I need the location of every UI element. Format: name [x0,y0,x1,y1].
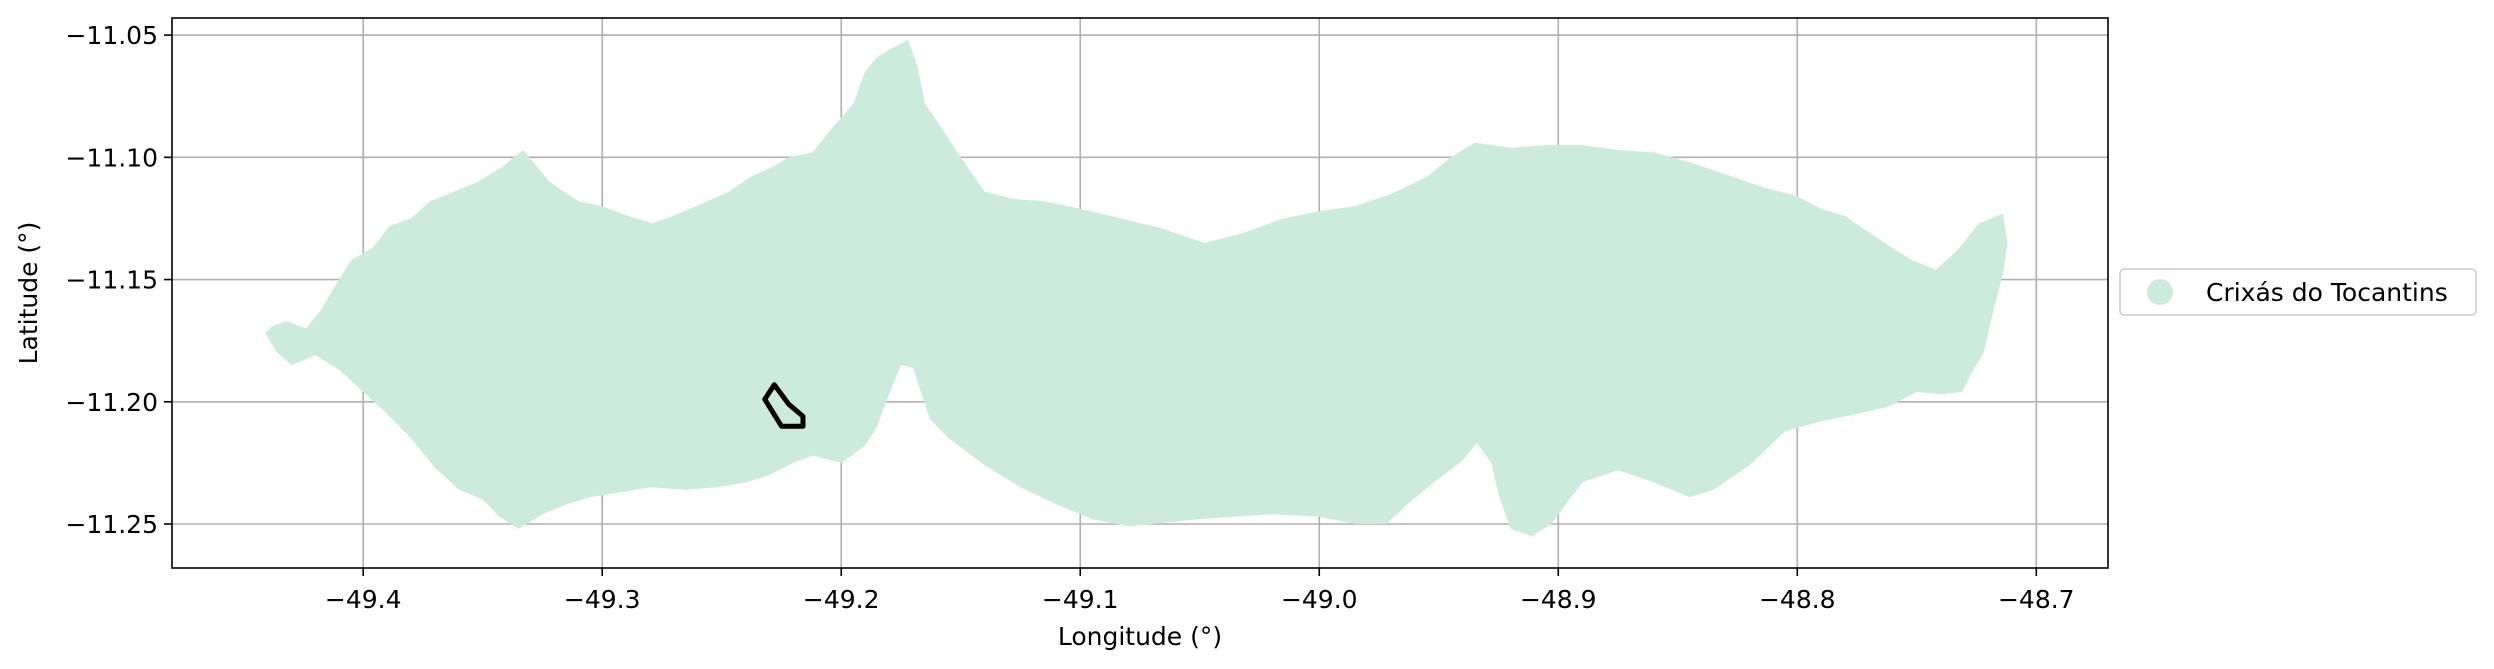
x-tick-label: −49.0 [1281,585,1358,614]
y-tick-label: −11.25 [65,510,158,539]
x-tick-label: −49.3 [564,585,641,614]
x-tick-label: −48.7 [1998,585,2075,614]
region-layer [265,40,2008,537]
y-tick-label: −11.05 [65,21,158,50]
x-tick-label: −49.4 [325,585,402,614]
region-crixas-do-tocantins [265,40,2008,537]
x-axis-label: Longitude (°) [1058,622,1222,651]
x-tick-label: −48.8 [1759,585,1836,614]
plot-frame [171,17,2109,569]
y-tick-label: −11.15 [65,266,158,295]
y-axis-label: Latitude (°) [14,222,43,365]
tick-layer: −49.4 −49.3 −49.2 −49.1 −49.0 −48.9 −48.8 −48.7… [65,21,2074,614]
y-tick-label: −11.10 [65,143,158,172]
x-tick-label: −49.1 [1042,585,1119,614]
legend-marker-crixas-do-tocantins [2147,279,2173,305]
highlighted-boundary [762,382,806,429]
legend-label-crixas-do-tocantins: Crixás do Tocantins [2206,278,2448,307]
legend: Crixás do Tocantins [2119,268,2477,316]
x-tick-label: −48.9 [1520,585,1597,614]
y-tick-label: −11.20 [65,388,158,417]
x-tick-label: −49.2 [803,585,880,614]
legend-box [2119,268,2477,316]
